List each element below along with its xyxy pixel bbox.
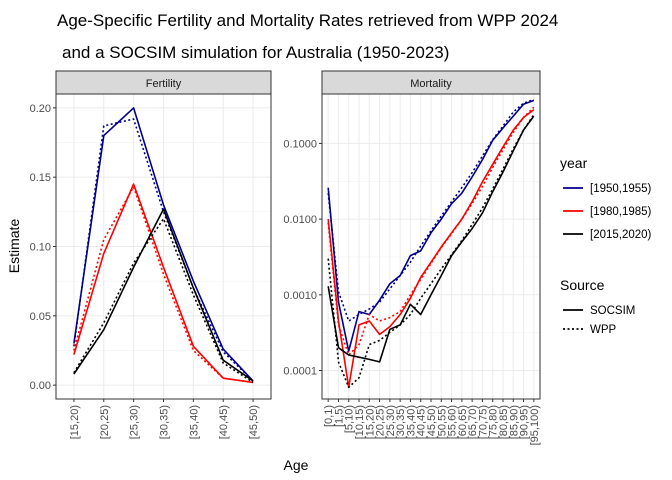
x-axis-title: Age — [284, 457, 309, 473]
x-tick-label: [70,75) — [477, 405, 489, 439]
y-tick-label: 0.0001 — [283, 365, 317, 377]
x-tick-label: [10,15) — [354, 405, 366, 439]
x-tick-label: [25,30) — [129, 405, 141, 439]
series-line-fertility-1950-1955-socsim — [73, 107, 254, 382]
x-tick-label: [15,20) — [69, 405, 81, 439]
x-tick-label: [95,100) — [529, 405, 541, 445]
x-tick-label: [75,80) — [488, 405, 500, 439]
legend-label-2015-2020: [2015,2020) — [590, 229, 652, 241]
x-tick-label: [0,1) — [323, 405, 335, 427]
x-tick-label: [65,70) — [467, 405, 479, 439]
legend-label-socsim: SOCSIM — [590, 305, 635, 317]
mortality-panel: Mortality0.00010.00100.01000.1000[0,1)[1… — [283, 70, 541, 445]
x-tick-label: [35,40) — [405, 405, 417, 439]
y-tick-label: 0.05 — [30, 311, 51, 323]
y-tick-label: 0.10 — [30, 242, 51, 254]
series-line-mortality-1950-1955-socsim — [327, 99, 535, 353]
x-tick-label: [50,55) — [436, 405, 448, 439]
x-tick-label: [15,20) — [364, 405, 376, 439]
x-tick-label: [20,25) — [99, 405, 111, 439]
legend-label-1950-1955: [1950,1955) — [590, 183, 652, 195]
series-line-mortality-2015-2020-wpp — [327, 114, 535, 389]
x-tick-label: [20,25) — [375, 405, 387, 439]
y-tick-label: 0.0010 — [283, 290, 317, 302]
legend-year-title: year — [560, 155, 588, 171]
x-tick-label: [1,5) — [334, 405, 346, 427]
legend: year Source [1950,1955) [1980,1985) [2015,… — [560, 155, 652, 336]
x-tick-label: [60,65) — [457, 405, 469, 439]
series-line-fertility-1980-1985-socsim — [73, 183, 254, 384]
series-line-fertility-2015-2020-socsim — [73, 208, 254, 382]
chart-title-line1: Age-Specific Fertility and Mortality Rat… — [57, 11, 558, 30]
panel-strip-label: Mortality — [410, 78, 452, 90]
x-tick-label: [55,60) — [447, 405, 459, 439]
x-tick-label: [85,90) — [508, 405, 520, 439]
legend-source-title: Source — [560, 277, 605, 293]
y-axis-title: Estimate — [6, 219, 22, 274]
x-tick-label: [40,45) — [416, 405, 428, 439]
y-tick-label: 0.15 — [30, 172, 51, 184]
x-tick-label: [45,50) — [248, 405, 260, 439]
series-line-fertility-2015-2020-wpp — [73, 218, 254, 384]
series-line-mortality-2015-2020-socsim — [327, 115, 535, 363]
series-line-fertility-1950-1955-wpp — [73, 118, 254, 382]
series-line-mortality-1980-1985-socsim — [327, 108, 535, 389]
legend-label-wpp: WPP — [590, 324, 617, 336]
x-tick-label: [25,30) — [385, 405, 397, 439]
series-line-mortality-1980-1985-wpp — [327, 106, 535, 356]
y-tick-label: 0.1000 — [283, 138, 317, 150]
fertility-panel: Fertility 0.00 0.05 0.10 0.15 0.20 [15,20) [20,… — [30, 70, 272, 439]
x-tick-label: [45,50) — [426, 405, 438, 439]
panel-strip-label: Fertility — [146, 78, 182, 90]
x-tick-label: [30,35) — [159, 405, 171, 439]
x-tick-label: [5,10) — [344, 405, 356, 433]
y-tick-label: 0.00 — [30, 380, 51, 392]
x-tick-label: [40,45) — [218, 405, 230, 439]
x-tick-label: [90,95) — [519, 405, 531, 439]
chart-title-line2: and a SOCSIM simulation for Australia (1… — [62, 43, 449, 62]
legend-label-1980-1985: [1980,1985) — [590, 206, 652, 218]
x-tick-label: [35,40) — [188, 405, 200, 439]
y-tick-label: 0.0100 — [283, 214, 317, 226]
x-tick-label: [80,85) — [498, 405, 510, 439]
y-tick-label: 0.20 — [30, 103, 51, 115]
x-tick-label: [30,35) — [395, 405, 407, 439]
